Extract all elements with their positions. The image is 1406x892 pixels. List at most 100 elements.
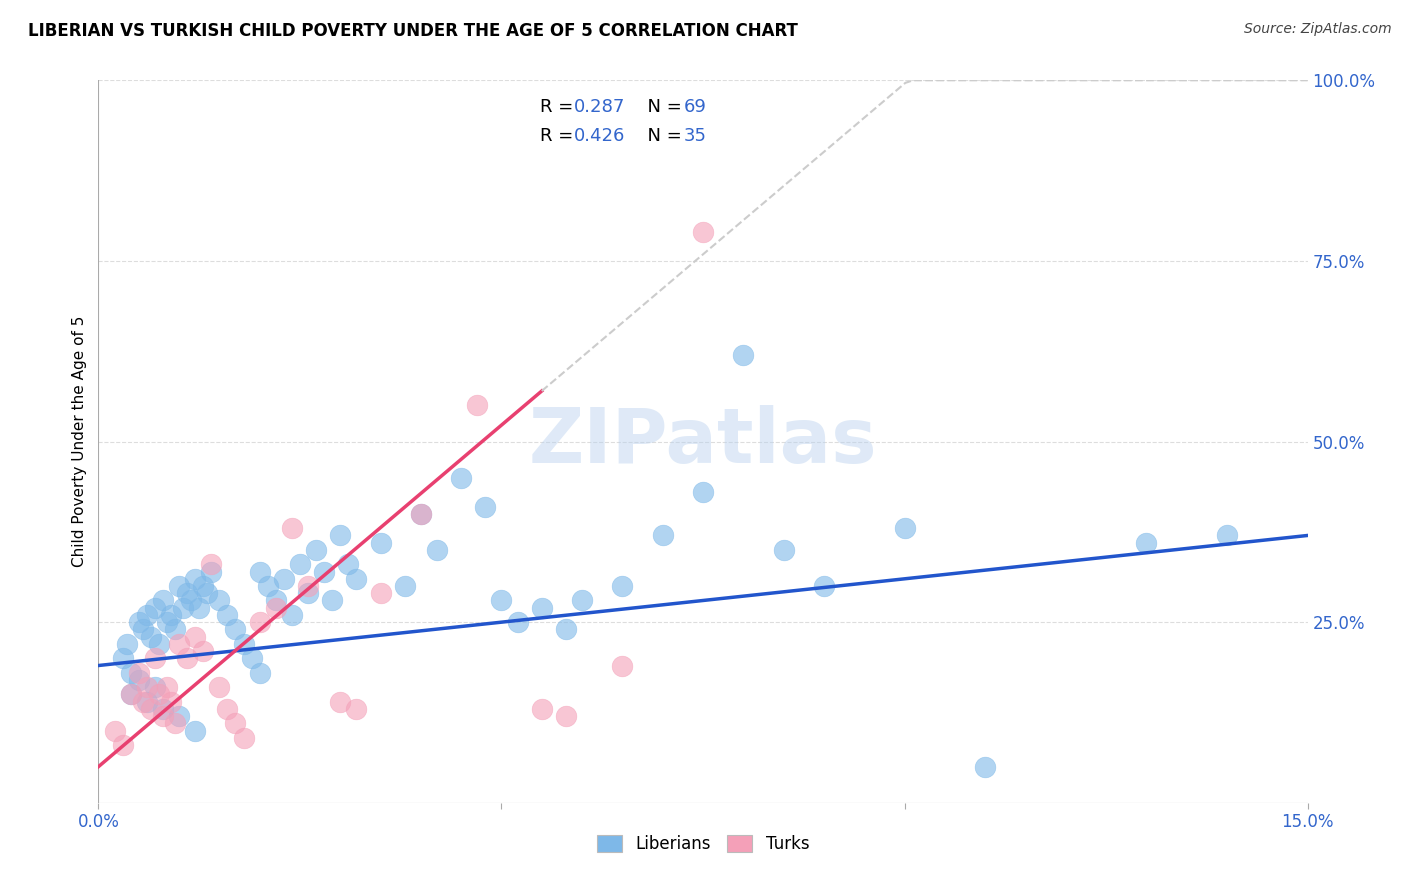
Point — [120, 687, 142, 701]
Point — [111, 738, 134, 752]
Point — [152, 593, 174, 607]
Point — [249, 615, 271, 630]
Point — [167, 709, 190, 723]
Point — [813, 579, 835, 593]
Point — [217, 702, 239, 716]
Point — [249, 665, 271, 680]
Point — [651, 528, 673, 542]
Point — [148, 637, 170, 651]
Point — [193, 644, 215, 658]
Point — [120, 665, 142, 680]
Text: 69: 69 — [683, 98, 707, 116]
Text: Source: ZipAtlas.com: Source: ZipAtlas.com — [1244, 22, 1392, 37]
Point — [281, 607, 304, 622]
Point — [232, 731, 254, 745]
Point — [148, 687, 170, 701]
Point — [506, 615, 529, 630]
Point — [530, 600, 553, 615]
Point — [555, 623, 578, 637]
Point — [120, 687, 142, 701]
Point — [273, 572, 295, 586]
Point — [167, 579, 190, 593]
Point — [409, 507, 432, 521]
Point — [224, 623, 246, 637]
Point — [184, 723, 207, 738]
Point — [465, 398, 488, 412]
Point — [139, 630, 162, 644]
Point — [264, 593, 287, 607]
Point — [160, 607, 183, 622]
Point — [135, 695, 157, 709]
Point — [1135, 535, 1157, 549]
Point — [612, 579, 634, 593]
Point — [571, 593, 593, 607]
Point — [160, 695, 183, 709]
Point — [208, 680, 231, 694]
Point — [156, 615, 179, 630]
Point — [474, 500, 496, 514]
Point — [163, 716, 186, 731]
Point — [143, 680, 166, 694]
Point — [167, 637, 190, 651]
Point — [232, 637, 254, 651]
Point — [337, 558, 360, 572]
Point — [974, 760, 997, 774]
Point — [491, 593, 513, 607]
Point — [193, 579, 215, 593]
Point — [256, 579, 278, 593]
Point — [224, 716, 246, 731]
Point — [217, 607, 239, 622]
Point — [188, 600, 211, 615]
Point — [200, 565, 222, 579]
Point — [184, 572, 207, 586]
Text: LIBERIAN VS TURKISH CHILD POVERTY UNDER THE AGE OF 5 CORRELATION CHART: LIBERIAN VS TURKISH CHILD POVERTY UNDER … — [28, 22, 799, 40]
Point — [176, 651, 198, 665]
Point — [329, 528, 352, 542]
Text: 35: 35 — [683, 128, 707, 145]
Point — [394, 579, 416, 593]
Legend: Liberians, Turks: Liberians, Turks — [591, 828, 815, 860]
Text: R =: R = — [540, 128, 579, 145]
Point — [555, 709, 578, 723]
Point — [612, 658, 634, 673]
Point — [184, 630, 207, 644]
Point — [152, 702, 174, 716]
Point — [281, 521, 304, 535]
Point — [128, 615, 150, 630]
Point — [132, 695, 155, 709]
Point — [135, 607, 157, 622]
Point — [163, 623, 186, 637]
Point — [135, 680, 157, 694]
Point — [156, 680, 179, 694]
Point — [450, 471, 472, 485]
Point — [305, 542, 328, 557]
Point — [370, 586, 392, 600]
Y-axis label: Child Poverty Under the Age of 5: Child Poverty Under the Age of 5 — [72, 316, 87, 567]
Point — [344, 702, 367, 716]
Point — [240, 651, 263, 665]
Point — [297, 586, 319, 600]
Point — [111, 651, 134, 665]
Point — [115, 637, 138, 651]
Point — [143, 600, 166, 615]
Point — [1216, 528, 1239, 542]
Text: ZIPatlas: ZIPatlas — [529, 405, 877, 478]
Point — [139, 702, 162, 716]
Point — [772, 542, 794, 557]
Point — [409, 507, 432, 521]
Point — [264, 600, 287, 615]
Text: 0.426: 0.426 — [574, 128, 626, 145]
Point — [180, 593, 202, 607]
Point — [329, 695, 352, 709]
Point — [893, 521, 915, 535]
Point — [103, 723, 125, 738]
Point — [692, 225, 714, 239]
Point — [172, 600, 194, 615]
Point — [208, 593, 231, 607]
Point — [314, 565, 336, 579]
Point — [297, 579, 319, 593]
Point — [288, 558, 311, 572]
Point — [692, 485, 714, 500]
Text: N =: N = — [637, 128, 688, 145]
Text: R =: R = — [540, 98, 579, 116]
